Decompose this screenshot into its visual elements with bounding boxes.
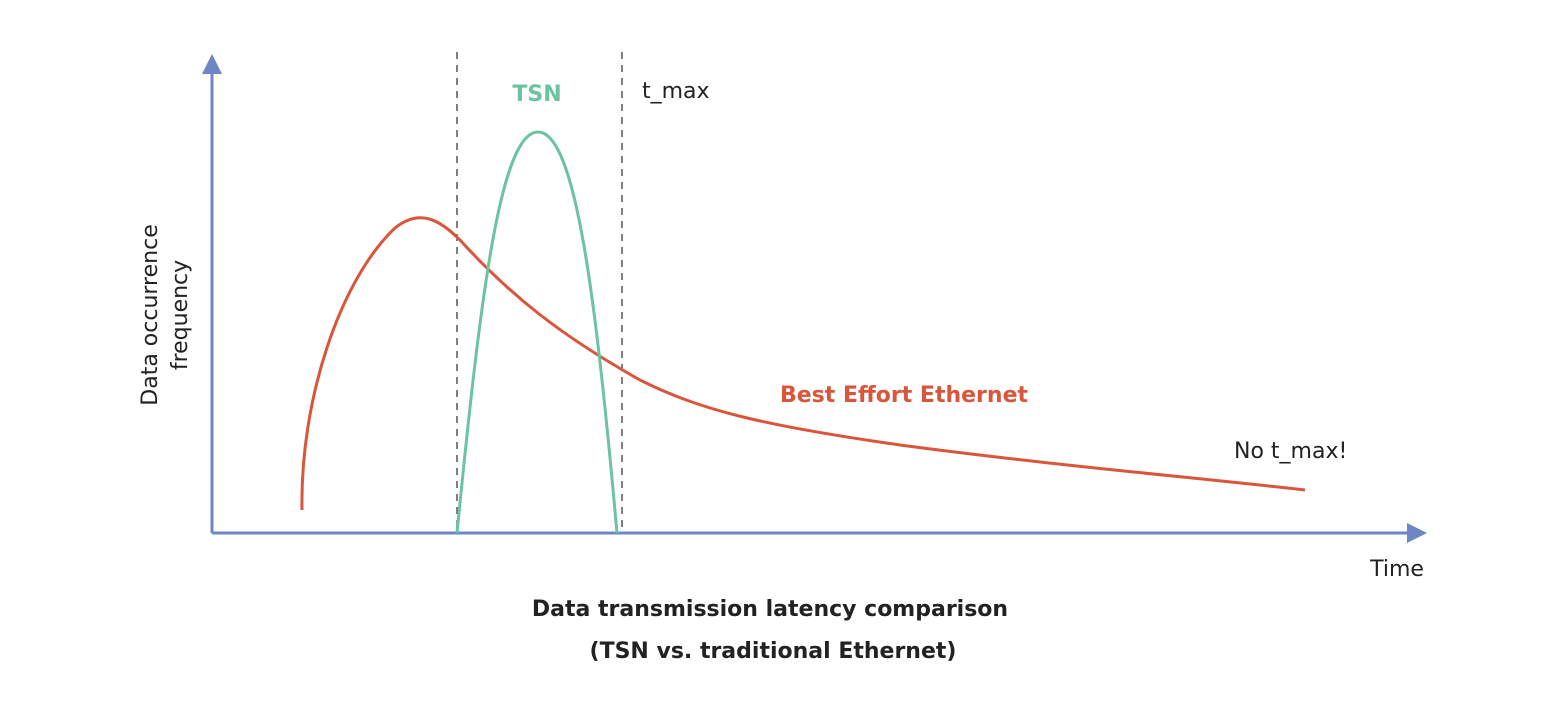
y-axis-label: Data occurrence frequency bbox=[138, 224, 193, 405]
t-max-label: t_max bbox=[642, 79, 710, 104]
y-axis-label-line: Data occurrence bbox=[138, 224, 163, 405]
no-t-max-label: No t_max! bbox=[1234, 439, 1347, 464]
x-axis-label: Time bbox=[1369, 557, 1424, 582]
best-effort-label: Best Effort Ethernet bbox=[780, 383, 1029, 408]
tsn-curve bbox=[455, 130, 619, 534]
y-axis-arrow bbox=[202, 54, 222, 74]
caption-line: (TSN vs. traditional Ethernet) bbox=[590, 639, 957, 664]
x-axis-arrow bbox=[1407, 523, 1427, 543]
tsn-label: TSN bbox=[512, 82, 561, 107]
caption-line: Data transmission latency comparison bbox=[532, 597, 1008, 622]
y-axis-label-line: frequency bbox=[168, 260, 193, 370]
best-effort-curve bbox=[300, 216, 1306, 511]
